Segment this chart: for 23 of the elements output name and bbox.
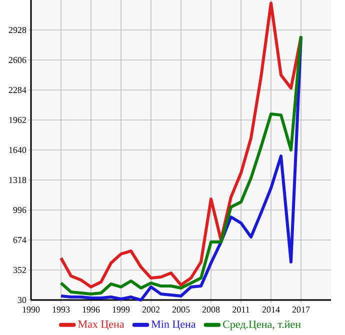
y-tick-label: 1962 xyxy=(9,116,26,124)
legend-label: Сред.Цена, т.йен xyxy=(223,320,301,330)
y-tick-label: 2606 xyxy=(8,56,26,64)
x-tick-label: 2005 xyxy=(172,306,190,313)
legend-label: Max Цена xyxy=(78,320,124,330)
y-tick-label: 674 xyxy=(13,236,26,244)
x-tick-label: 1990 xyxy=(22,306,40,313)
y-tick-label: 2928 xyxy=(8,26,26,34)
x-tick-label: 1999 xyxy=(112,306,130,313)
y-tick-label: 2284 xyxy=(8,86,26,94)
x-tick-label: 2002 xyxy=(142,306,160,313)
y-tick-label: 352 xyxy=(13,266,26,274)
x-tick-label: 2017 xyxy=(292,306,310,313)
y-tick-label: 996 xyxy=(13,206,26,214)
y-tick-label: 1640 xyxy=(9,146,26,154)
legend-label: Min Цена xyxy=(151,320,196,330)
x-tick-label: 2008 xyxy=(202,306,220,313)
y-tick-label: 30 xyxy=(18,296,26,304)
x-tick-label: 1996 xyxy=(82,306,100,313)
y-tick-label: 1318 xyxy=(9,176,26,184)
x-tick-label: 2011 xyxy=(232,306,250,313)
x-tick-label: 2014 xyxy=(262,306,280,313)
x-tick-label: 1993 xyxy=(52,306,70,313)
